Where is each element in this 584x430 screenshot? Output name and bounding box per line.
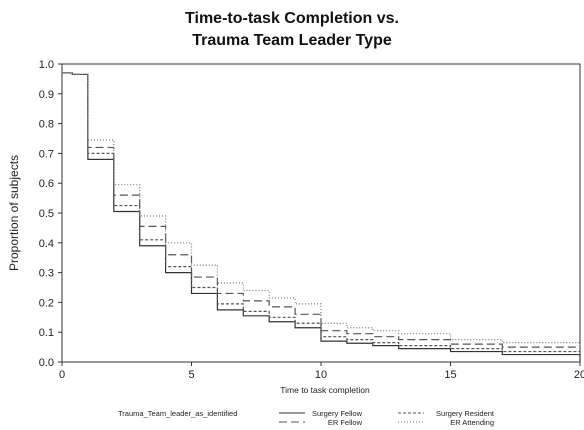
y-tick-label: 0.2 — [39, 297, 54, 309]
y-tick-label: 0.3 — [39, 268, 54, 280]
y-tick-label: 0.5 — [39, 208, 54, 220]
chart-title-line2: Trauma Team Leader Type — [192, 32, 392, 49]
series-line-er-attending — [62, 72, 581, 348]
x-tick-label: 15 — [444, 369, 456, 381]
x-tick-label: 5 — [188, 369, 194, 381]
chart-title-line1: Time-to-task Completion vs. — [185, 10, 399, 27]
y-tick-label: 0.9 — [39, 89, 54, 101]
legend: Trauma_Team_leader_as_identified Surgery… — [118, 409, 495, 427]
y-tick-label: 1.0 — [39, 59, 54, 71]
y-axis-label: Proportion of subjects — [7, 155, 21, 271]
y-tick-label: 0.0 — [39, 357, 54, 369]
legend-label: Surgery Resident — [436, 409, 495, 418]
x-tick-label: 20 — [574, 369, 584, 381]
legend-title: Trauma_Team_leader_as_identified — [118, 409, 237, 418]
chart-title: Time-to-task Completion vs. Trauma Team … — [0, 8, 584, 52]
x-tick-label: 10 — [315, 369, 327, 381]
legend-label: Surgery Fellow — [312, 409, 363, 418]
y-tick-label: 0.6 — [39, 178, 54, 190]
legend-label: ER Attending — [450, 418, 494, 427]
axes: 0.0 0.1 0.2 0.3 0.4 0.5 0.6 0.7 0.8 0.9 1.0 0 5 10 15 2… — [39, 59, 584, 381]
y-tick-label: 0.8 — [39, 119, 54, 131]
y-tick-label: 0.1 — [39, 327, 54, 339]
series-line-surgery-resident — [62, 72, 581, 357]
x-axis-label: Time to task completion — [280, 385, 370, 395]
x-tick-label: 0 — [59, 369, 65, 381]
series-line-er-fellow — [62, 72, 581, 352]
legend-label: ER Fellow — [328, 418, 363, 427]
plot-area — [62, 72, 581, 361]
y-tick-label: 0.7 — [39, 148, 54, 160]
y-tick-label: 0.4 — [39, 238, 54, 250]
